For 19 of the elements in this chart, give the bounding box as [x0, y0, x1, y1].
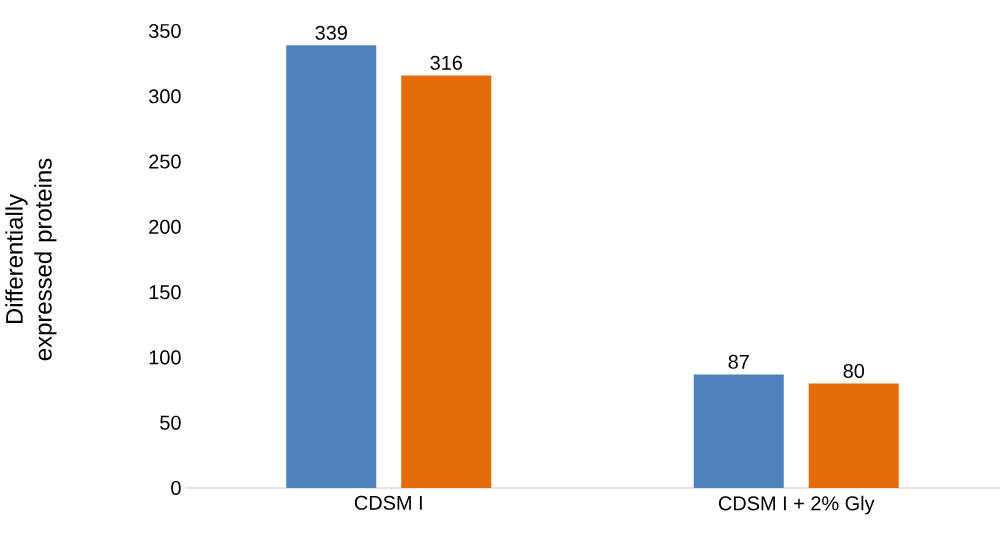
y-axis-title: Differentially expressed proteins	[5, 158, 57, 361]
data-label: 87	[728, 354, 749, 369]
x-tick-label: CDSM I + 2% Gly	[718, 495, 875, 515]
y-tick-label: 100	[149, 350, 181, 365]
bar	[693, 374, 784, 488]
bar	[401, 75, 492, 488]
y-tick-label: 250	[149, 154, 181, 169]
data-label: 316	[430, 55, 462, 70]
x-tick-label: CDSM I	[354, 495, 422, 510]
y-tick-label: 50	[160, 415, 181, 430]
y-tick-label: 200	[149, 219, 181, 234]
bar	[286, 45, 377, 488]
data-label: 80	[843, 363, 865, 378]
y-tick-label: 0	[171, 480, 181, 496]
data-label: 339	[315, 25, 347, 40]
y-tick-label: 300	[149, 89, 181, 104]
bar	[808, 383, 899, 488]
y-tick-label: 150	[149, 285, 181, 300]
y-tick-label: 350	[149, 23, 181, 39]
